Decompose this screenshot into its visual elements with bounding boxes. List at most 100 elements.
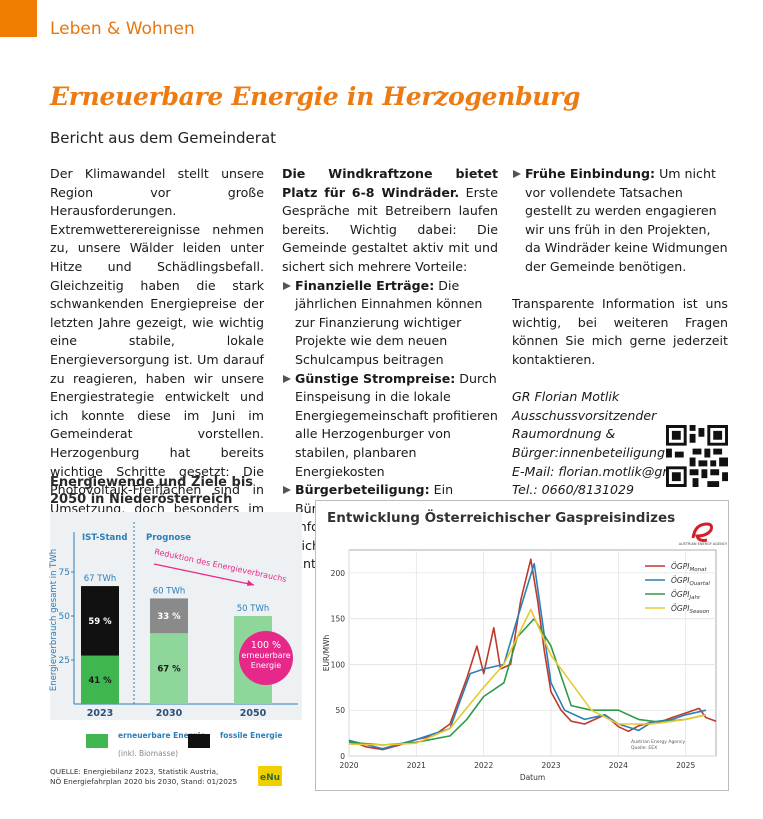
bullet-head: Günstige Strompreise:: [295, 370, 456, 386]
share-label: 33 %: [157, 612, 181, 622]
qr-code: [666, 425, 728, 487]
x-tick-label: 2021: [407, 761, 426, 770]
text-column: Der Klimawandel stellt unsere Region vor…: [50, 165, 264, 574]
annotation-arrow: [153, 563, 255, 586]
bullet: Günstige Strompreise: Durch Einspeisung …: [282, 370, 498, 482]
y-tick-label: 50: [335, 706, 345, 715]
subheadline: Bericht aus dem Gemeinderat: [50, 129, 277, 147]
x-tick-label: 2023: [87, 708, 113, 719]
legend-subscript: Season: [689, 609, 709, 615]
y-axis-label: EUR/MWh: [322, 634, 331, 671]
total-label: 60 TWh: [153, 586, 186, 596]
bar-segment: [81, 655, 119, 704]
x-tick-label: 2024: [609, 761, 628, 770]
spacer: [512, 370, 728, 389]
x-tick-label: 2020: [339, 761, 358, 770]
source-note: Austrian Energy Agency: [631, 739, 685, 745]
legend-label: erneuerbare Energie: [118, 731, 205, 740]
x-tick-label: 2025: [676, 761, 695, 770]
spacer: [512, 277, 728, 296]
target-label: Energie: [251, 661, 281, 670]
legend-swatch: [86, 734, 108, 748]
target-label: erneuerbare: [241, 651, 290, 660]
intro: Erste Gespräche mit Betreibern laufen be…: [282, 184, 498, 274]
target-label: 100 %: [251, 640, 281, 651]
gas-price-chart: Entwicklung Österreichischer Gaspreisind…: [315, 500, 729, 791]
title-line: 2050 in Niederösterreich: [50, 492, 232, 507]
legend-label: ÖGPIJahr: [671, 590, 701, 601]
legend-name: ÖGPI: [671, 604, 690, 613]
arrow-head: [247, 580, 254, 586]
y-tick-label: 200: [331, 569, 346, 578]
energy-chart: Energiewende und Ziele bis 2050 in Nieder…: [49, 475, 302, 786]
legend-subscript: Jahr: [688, 595, 700, 601]
paragraph: Transparente Information ist uns wichtig…: [512, 296, 728, 367]
logo: eNu: [260, 773, 280, 783]
total-label: 50 TWh: [237, 604, 270, 614]
headline: Erneuerbare Energie in Herzogenburg: [50, 82, 581, 111]
source-note: Quelle: EEX: [631, 745, 657, 751]
bullet: Finanzielle Erträge: Die jährlichen Einn…: [282, 277, 498, 370]
bullet-text: Die jährlichen Einnahmen können zur Fina…: [295, 277, 483, 367]
x-tick-label: 2022: [474, 761, 493, 770]
x-axis-label: Datum: [520, 773, 545, 782]
legend-note: (inkl. Biomasse): [118, 749, 178, 758]
chart-title: Entwicklung Österreichischer Gaspreisind…: [327, 508, 675, 526]
legend-label: fossile Energie: [220, 731, 282, 740]
title-line: Energiewende und Ziele bis: [50, 475, 253, 490]
share-label: 41 %: [88, 676, 112, 686]
lead: Die Windkraftzone bietet Platz für 6-8 W…: [282, 166, 498, 200]
paragraph: Der Klimawandel stellt unsere Region vor…: [50, 166, 264, 571]
share-label: 67 %: [157, 665, 181, 675]
bar-segment: [81, 586, 119, 656]
signature-line: Bürger:innenbeteiligung: [512, 444, 666, 460]
plot-area: [348, 549, 717, 757]
bar-segment: [150, 598, 188, 634]
bullet-head: Finanzielle Erträge:: [295, 277, 435, 293]
chart-title: Energiewende und Ziele bis 2050 in Nieder…: [50, 475, 253, 507]
legend-subscript: Monat: [689, 567, 707, 573]
bullet: Frühe Einbindung: Um nicht vor vollendet…: [512, 165, 728, 277]
legend-label: ÖGPIQuartal: [671, 576, 710, 587]
legend-name: ÖGPI: [671, 562, 690, 571]
bullet-text: Um nicht vor vollendete Tatsachen gestel…: [525, 166, 728, 274]
total-label: 67 TWh: [84, 574, 117, 584]
logo-shape: [691, 522, 713, 542]
series-line: [348, 608, 707, 746]
x-tick-label: 2023: [541, 761, 560, 770]
share-label: 59 %: [88, 617, 112, 627]
x-tick-label: 2050: [240, 708, 267, 719]
phase-label: IST-Stand: [82, 533, 127, 543]
bullet-text: Durch Einspeisung in die lokale Energieg…: [295, 370, 498, 479]
bullet-head: Frühe Einbindung:: [525, 166, 656, 181]
y-tick-label: 75: [59, 568, 70, 578]
target-badge: [239, 631, 293, 685]
legend-name: ÖGPI: [671, 576, 690, 585]
y-tick-label: 150: [331, 615, 346, 624]
bar-segment: [150, 633, 188, 704]
legend-name: ÖGPI: [671, 590, 690, 599]
y-tick-label: 50: [59, 612, 71, 622]
signature-line: Tel.: 0660/8131029: [512, 482, 635, 498]
y-axis-label: Energieverbrauch gesamt in TWh: [49, 549, 59, 691]
source: QUELLE: Energiebilanz 2023, Statistik Au…: [50, 767, 218, 776]
y-tick-label: 0: [340, 752, 345, 761]
legend-label: ÖGPISeason: [671, 604, 710, 615]
source: NÖ Energiefahrplan 2020 bis 2030, Stand:…: [50, 777, 237, 786]
y-tick-label: 25: [59, 656, 70, 666]
legend-swatch: [188, 734, 210, 748]
corner-tab: [0, 0, 37, 37]
logo-box: [258, 766, 282, 786]
legend-label: ÖGPIMonat: [671, 562, 707, 573]
x-tick-label: 2030: [156, 708, 183, 719]
signature-line: Ausschussvorsitzender Raumordnung &: [512, 407, 657, 442]
logo-text: AUSTRIAN ENERGY AGENCY: [679, 542, 728, 546]
legend-subscript: Quartal: [689, 581, 710, 587]
section-label: Leben & Wohnen: [50, 19, 195, 39]
signature-line: E-Mail: florian.motlik@gruene.at: [512, 463, 716, 479]
paragraph: Die Windkraftzone bietet Platz für 6-8 W…: [282, 165, 498, 277]
bullet-head: Bürgerbeteiligung:: [295, 482, 430, 498]
y-tick-label: 100: [331, 660, 346, 669]
